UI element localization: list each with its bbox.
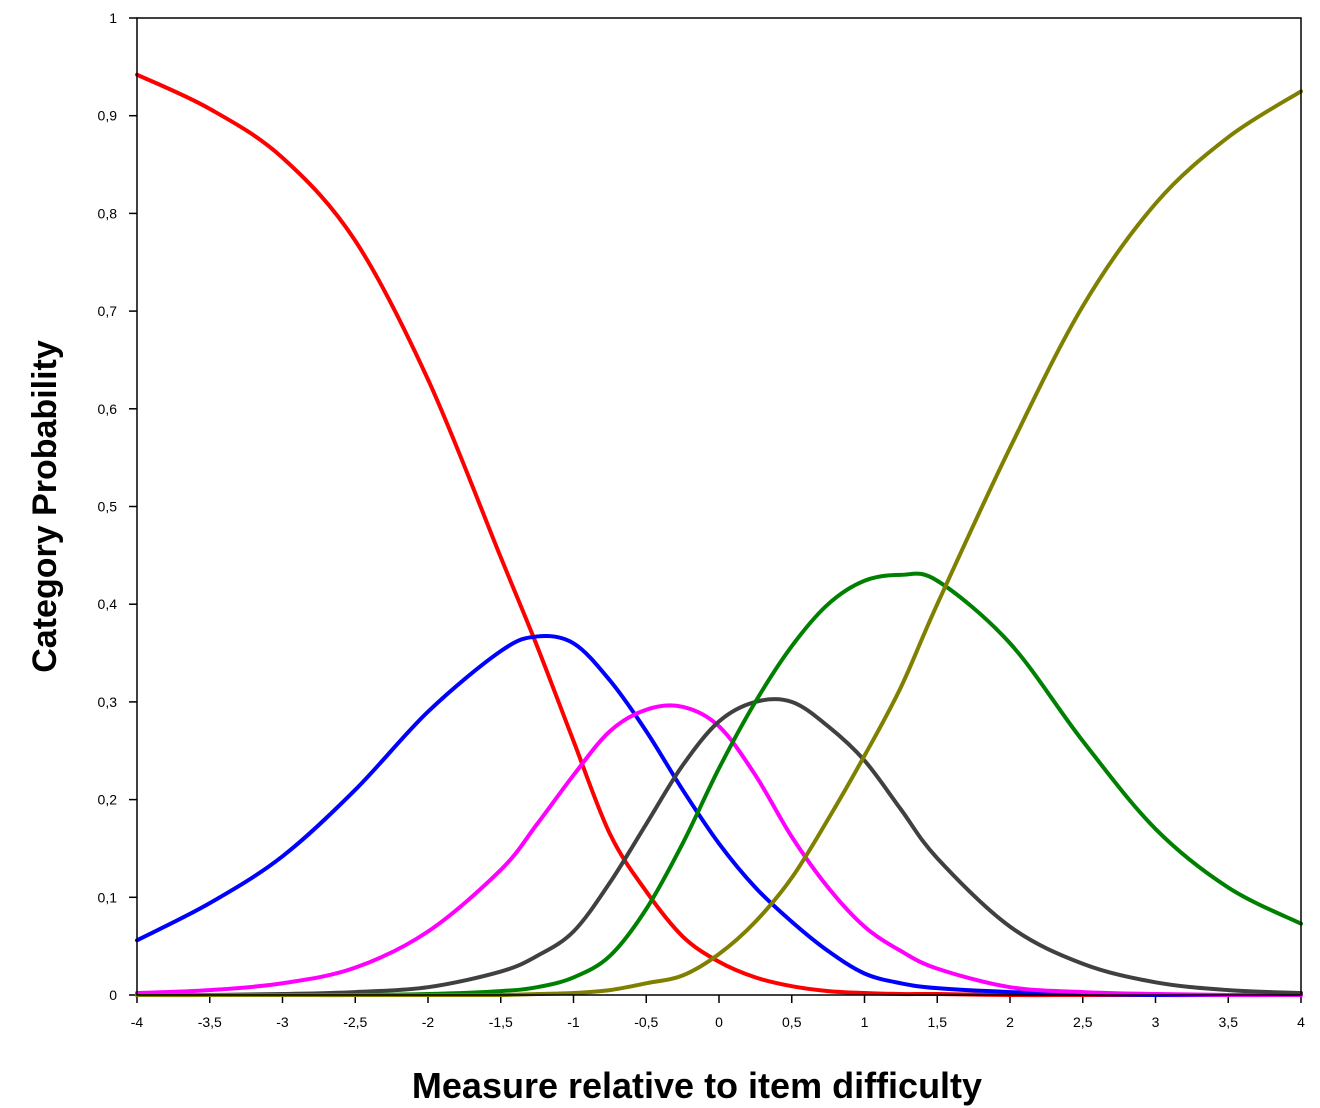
x-tick-label: 0	[715, 1014, 723, 1030]
series-line-3	[135, 703, 1303, 998]
plot-area-frame	[136, 17, 1302, 996]
x-tick-label: 1,5	[928, 1014, 948, 1030]
x-tick-label: -4	[131, 1014, 144, 1030]
x-tick-label: 0,5	[782, 1014, 802, 1030]
series-line-6	[135, 89, 1303, 998]
series-line-2	[135, 633, 1303, 998]
x-tick-label: 3	[1152, 1014, 1160, 1030]
x-tick-label: 2	[1006, 1014, 1014, 1030]
x-tick-label: -2,5	[343, 1014, 367, 1030]
x-tick-label: -3,5	[198, 1014, 222, 1030]
x-tick-label: 3,5	[1219, 1014, 1239, 1030]
y-tick-label: 0,1	[98, 889, 118, 905]
y-axis-ticks: 0 0,1 0,2 0,3 0,4 0,5 0,6 0,7 0,8 0,9 1	[98, 10, 137, 1003]
x-tick-label: -1,5	[489, 1014, 513, 1030]
x-tick-label: -2	[422, 1014, 435, 1030]
y-tick-label: 0	[109, 987, 117, 1003]
y-tick-label: 0,4	[98, 596, 118, 612]
series-lines	[135, 72, 1303, 998]
y-tick-label: 0,2	[98, 792, 118, 808]
y-axis-title: Category Probability	[26, 340, 64, 673]
series-line-5	[135, 571, 1303, 998]
x-tick-label: -0,5	[634, 1014, 658, 1030]
x-tick-label: 2,5	[1073, 1014, 1093, 1030]
y-tick-label: 0,6	[98, 401, 118, 417]
x-axis-ticks: -4 -3,5 -3 -2,5 -2 -1,5 -1 -0,5 0 0,5 1 1,5 2 2,5 3 3,5…	[131, 995, 1305, 1030]
y-tick-label: 0,7	[98, 303, 118, 319]
y-tick-label: 0,9	[98, 108, 118, 124]
y-tick-label: 0,5	[98, 499, 118, 515]
y-tick-label: 1	[109, 10, 117, 26]
series-line-4	[135, 697, 1303, 998]
x-tick-label: -1	[567, 1014, 580, 1030]
x-tick-label: -3	[276, 1014, 289, 1030]
y-tick-label: 0,3	[98, 694, 118, 710]
x-axis-title: Measure relative to item difficulty	[412, 1065, 982, 1106]
x-tick-label: 4	[1297, 1014, 1305, 1030]
series-line-1	[135, 72, 1303, 998]
x-tick-label: 1	[861, 1014, 869, 1030]
y-tick-label: 0,8	[98, 205, 118, 221]
